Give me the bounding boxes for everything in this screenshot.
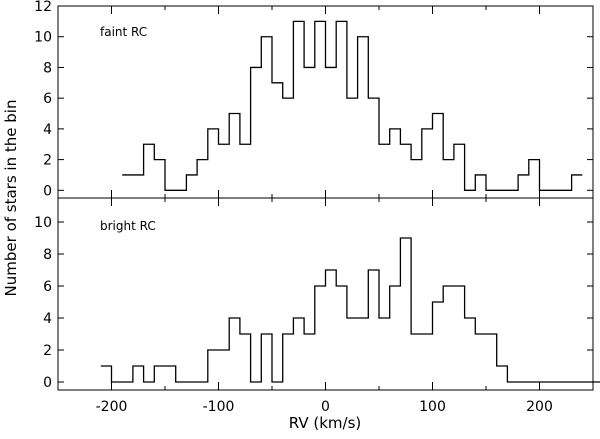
y-tick-label-bright-rc-4: 4 <box>43 311 52 327</box>
y-tick-label-bright-rc-2: 2 <box>43 343 52 359</box>
x-tick-label-200: 200 <box>526 399 553 415</box>
x-tick-label-100: 100 <box>419 399 446 415</box>
x-tick-label--200: -200 <box>96 399 128 415</box>
y-axis-title: Number of stars in the bin <box>2 100 20 297</box>
x-tick-label--100: -100 <box>203 399 235 415</box>
y-tick-label-bright-rc-8: 8 <box>43 247 52 263</box>
panel-faint-rc: 0 2 4 6 8 10 12 faint RC <box>34 0 594 199</box>
y-tick-label-faint-rc-12: 12 <box>34 0 52 15</box>
y-tick-label-faint-rc-0: 0 <box>43 183 52 199</box>
histogram-line-faint-rc <box>122 20 583 191</box>
y-ticks-bright-rc: 0 2 4 6 8 10 <box>34 215 593 391</box>
y-tick-label-bright-rc-0: 0 <box>43 375 52 391</box>
x-ticks-faint-rc <box>57 6 594 198</box>
panel-label-faint-rc: faint RC <box>100 25 147 39</box>
x-tick-label-0: 0 <box>321 399 330 415</box>
y-tick-label-faint-rc-2: 2 <box>43 153 52 169</box>
x-ticks-bright-rc <box>57 198 594 390</box>
y-tick-label-faint-rc-8: 8 <box>43 60 52 76</box>
y-ticks-faint-rc: 0 2 4 6 8 10 12 <box>34 0 593 199</box>
x-axis-title: RV (km/s) <box>289 414 362 432</box>
y-tick-label-bright-rc-6: 6 <box>43 279 52 295</box>
panel-label-bright-rc: bright RC <box>100 219 156 233</box>
panel-bright-rc: 0 2 4 6 8 10 bright RC <box>34 197 600 391</box>
y-tick-label-bright-rc-10: 10 <box>34 215 52 231</box>
y-tick-label-faint-rc-4: 4 <box>43 122 52 138</box>
histogram-line-bright-rc <box>100 237 600 383</box>
y-tick-label-faint-rc-10: 10 <box>34 30 52 46</box>
x-tick-labels: -200 -100 0 100 200 <box>96 399 553 415</box>
y-tick-label-faint-rc-6: 6 <box>43 91 52 107</box>
